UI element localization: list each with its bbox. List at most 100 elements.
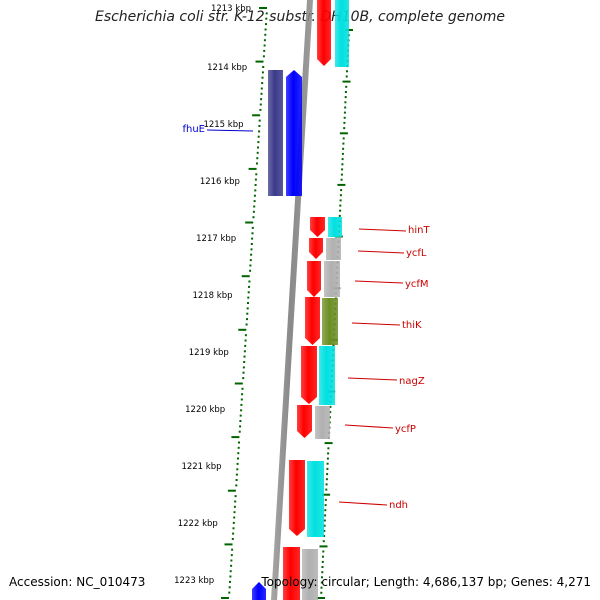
minor-tick [244,339,247,342]
minor-tick [321,560,324,563]
gene-block-olive [322,298,338,345]
minor-tick [329,405,332,408]
minor-tick [324,498,327,501]
gene-block-navy [268,70,283,196]
minor-tick [257,135,260,138]
major-tick [342,80,351,83]
minor-tick [251,237,254,240]
gene-label-ycfM: ycfM [405,279,429,290]
minor-tick [323,529,326,532]
minor-tick [327,452,330,455]
major-tick [248,167,257,170]
minor-tick [253,200,256,203]
major-tick [227,489,236,492]
minor-tick [230,559,233,562]
minor-tick [233,516,236,519]
minor-tick [230,564,233,567]
minor-tick [263,44,266,47]
minor-tick [341,168,344,171]
minor-tick [229,575,232,578]
minor-tick [324,514,327,517]
minor-tick [250,243,253,245]
minor-tick [229,580,231,583]
minor-tick [261,71,264,74]
minor-tick [248,285,250,288]
major-tick [339,132,348,135]
minor-tick [345,75,348,78]
minor-tick [263,39,266,42]
minor-tick [322,555,324,558]
minor-tick [323,524,326,527]
minor-tick [243,355,246,358]
minor-tick [343,111,346,114]
gene-callout-line [351,322,401,326]
gene-block-cyan [335,0,349,67]
minor-tick [324,504,327,507]
minor-tick [327,447,330,450]
minor-tick [242,366,245,369]
minor-tick [238,430,241,433]
minor-tick [259,103,262,106]
kbp-label: 1222 kbp [178,519,218,529]
minor-tick [250,248,253,251]
minor-tick [344,91,347,93]
major-tick [231,436,240,439]
minor-tick [260,92,263,95]
minor-tick [233,511,236,514]
gene-block-blue [252,582,266,600]
gene-block-red [301,346,317,404]
minor-tick [248,280,251,283]
minor-tick [321,566,324,568]
genome-stats-label: Topology: circular; Length: 4,686,137 bp… [261,575,591,589]
minor-tick [235,479,238,481]
minor-tick [321,571,324,574]
minor-tick [263,49,266,52]
minor-tick [343,121,346,124]
minor-tick [338,214,341,217]
minor-tick [237,452,240,455]
minor-tick [322,540,325,543]
minor-tick [345,85,348,88]
minor-tick [244,344,247,347]
minor-tick [238,441,240,444]
major-tick [224,543,233,546]
gene-block-gray [302,549,318,600]
minor-tick [254,189,257,192]
minor-tick [256,157,259,160]
minor-tick [244,334,247,337]
minor-tick [240,403,243,406]
minor-tick [325,488,328,491]
minor-tick [340,173,343,176]
accession-label: Accession: NC_010473 [9,575,146,589]
minor-tick [326,473,329,476]
minor-tick [231,548,234,551]
minor-tick [340,189,343,192]
minor-tick [261,82,264,85]
kbp-label: 1217 kbp [196,234,236,244]
minor-tick [341,158,344,161]
gene-label-ycfP: ycfP [395,424,416,435]
minor-tick [241,387,244,390]
minor-tick [339,194,342,197]
minor-tick [229,570,232,573]
minor-tick [237,446,240,449]
minor-tick [259,108,262,111]
kbp-label: 1218 kbp [192,291,232,301]
gene-block-cyan [319,346,335,405]
minor-tick [240,398,243,401]
gene-block-red [309,238,323,259]
minor-tick [243,361,246,363]
minor-tick [252,210,255,213]
major-tick [319,545,328,548]
minor-tick [325,478,328,481]
gene-block-blue [286,70,302,196]
gene-block-gray [315,406,330,439]
minor-tick [340,178,343,181]
gene-label-nagZ: nagZ [399,376,425,387]
genome-backbone [271,0,313,600]
minor-tick [329,411,332,414]
minor-tick [237,457,239,460]
gene-callout-line [338,501,388,506]
minor-tick [256,151,259,154]
minor-tick [346,70,348,73]
